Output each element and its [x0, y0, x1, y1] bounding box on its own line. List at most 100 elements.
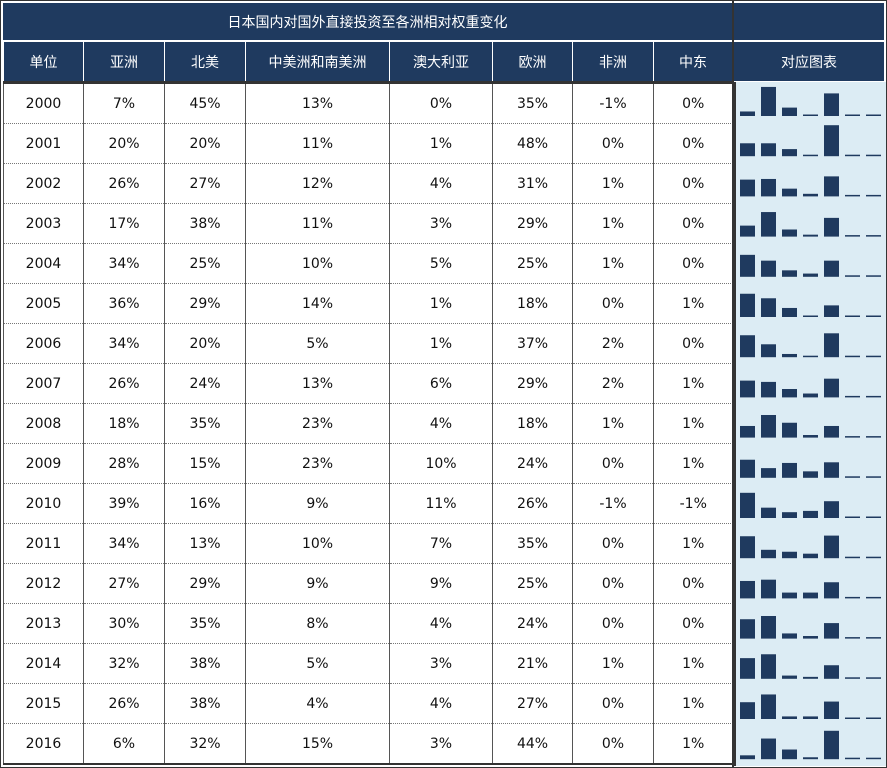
value-cell: 30%	[83, 603, 165, 644]
sparkline-bar-2004-4	[824, 260, 839, 277]
table-row: 2014 32% 38% 5% 3% 21% 1% 1%	[3, 643, 733, 684]
value-cell: 25%	[164, 243, 246, 284]
value-cell: 8%	[245, 603, 390, 644]
sparkline-bar-2000-2	[782, 107, 797, 116]
value-cell: -1%	[572, 483, 654, 524]
value-cell: 26%	[83, 683, 165, 724]
value-cell: 29%	[492, 363, 573, 404]
value-cell: 38%	[164, 683, 246, 724]
value-cell: 10%	[245, 243, 390, 284]
value-cell: 32%	[164, 723, 246, 765]
sparkline-bar-2002-6	[866, 194, 881, 197]
value-cell: 13%	[164, 523, 246, 564]
year-cell: 2014	[3, 643, 84, 684]
chart-column-header: 对应图表	[734, 42, 884, 81]
value-cell: 1%	[572, 403, 654, 444]
sparkline-bar-2006-3	[803, 355, 818, 358]
value-cell: 45%	[164, 81, 246, 124]
table-row: 2003 17% 38% 11% 3% 29% 1% 0%	[3, 203, 733, 244]
value-cell: 1%	[572, 643, 654, 684]
sparkline-bar-2004-5	[845, 275, 860, 277]
sparkline-bar-2006-6	[866, 355, 881, 358]
sparkline-bar-2008-0	[740, 425, 755, 438]
year-cell: 2006	[3, 323, 84, 364]
sparkline-bar-2010-3	[803, 510, 818, 518]
sparkline-bar-2003-0	[740, 225, 755, 237]
sparkline-bar-2002-0	[740, 179, 755, 197]
table-row: 2000 7% 45% 13% 0% 35% -1% 0%	[3, 81, 733, 124]
sparkline-bar-2016-0	[740, 755, 755, 760]
sparkline-bar-2009-1	[761, 468, 776, 478]
value-cell: 1%	[653, 283, 733, 324]
value-cell: 4%	[389, 603, 493, 644]
table-title: 日本国内对国外直接投资至各洲相对权重变化	[3, 3, 732, 40]
year-cell: 2009	[3, 443, 84, 484]
value-cell: -1%	[572, 81, 654, 124]
value-cell: 1%	[389, 323, 493, 364]
sparkline-bar-2003-2	[782, 229, 797, 237]
value-cell: 1%	[653, 723, 733, 765]
value-cell: 38%	[164, 643, 246, 684]
value-cell: 7%	[83, 81, 165, 124]
sparkline-bar-2004-0	[740, 254, 755, 277]
year-cell: 2016	[3, 723, 84, 765]
sparkline-bar-2014-6	[866, 677, 881, 679]
value-cell: 34%	[83, 323, 165, 364]
table-row: 2008 18% 35% 23% 4% 18% 1% 1%	[3, 403, 733, 444]
column-header-3: 中美洲和南美洲	[245, 42, 390, 83]
sparkline-bar-2013-0	[740, 619, 755, 639]
value-cell: 1%	[653, 643, 733, 684]
value-cell: 0%	[653, 323, 733, 364]
sparkline-bar-2007-1	[761, 381, 776, 398]
sparkline-bar-2010-1	[761, 507, 776, 518]
sparkline-bar-2005-0	[740, 293, 755, 317]
sparkline-bar-2001-0	[740, 143, 755, 157]
sparkline-bar-2003-6	[866, 235, 881, 237]
value-cell: 11%	[245, 203, 390, 244]
sparkline-bar-2008-6	[866, 436, 881, 438]
sparkline-bar-2005-1	[761, 298, 776, 317]
year-cell: 2000	[3, 81, 84, 124]
sparkline-bar-2003-3	[803, 234, 818, 237]
table-row: 2012 27% 29% 9% 9% 25% 0% 0%	[3, 563, 733, 604]
value-cell: 0%	[653, 603, 733, 644]
sparkline-bar-2006-4	[824, 333, 839, 358]
sparkline-bar-2016-3	[803, 757, 818, 760]
sparkline-bar-2008-5	[845, 436, 860, 438]
value-cell: 1%	[572, 243, 654, 284]
value-cell: -1%	[653, 483, 733, 524]
sparkline-bar-2009-2	[782, 462, 797, 478]
sparkline-bar-2010-0	[740, 492, 755, 518]
value-cell: 18%	[83, 403, 165, 444]
value-cell: 34%	[83, 243, 165, 284]
sparkline-bar-2007-4	[824, 378, 839, 398]
value-cell: 10%	[245, 523, 390, 564]
value-cell: 24%	[164, 363, 246, 404]
value-cell: 16%	[164, 483, 246, 524]
sparkline-bar-2000-1	[761, 86, 776, 116]
value-cell: 27%	[492, 683, 573, 724]
sparkline-bar-2015-5	[845, 717, 860, 719]
sparkline-bar-2009-6	[866, 476, 881, 478]
value-cell: 18%	[492, 403, 573, 444]
year-cell: 2007	[3, 363, 84, 404]
value-cell: 1%	[389, 283, 493, 324]
value-cell: 37%	[492, 323, 573, 364]
sparkline-bar-2001-2	[782, 149, 797, 157]
value-cell: 26%	[83, 163, 165, 204]
sparkline-bar-2015-2	[782, 716, 797, 719]
sparkline-bar-2012-1	[761, 579, 776, 599]
value-cell: 25%	[492, 563, 573, 604]
value-cell: 35%	[164, 403, 246, 444]
sparkline-bar-2004-6	[866, 275, 881, 277]
year-cell: 2004	[3, 243, 84, 284]
value-cell: 0%	[653, 203, 733, 244]
sparkline-bar-2011-2	[782, 551, 797, 559]
value-cell: 20%	[83, 123, 165, 164]
year-cell: 2015	[3, 683, 84, 724]
sparkline-bar-2005-4	[824, 305, 839, 317]
value-cell: 35%	[492, 81, 573, 124]
sparkline-bar-2007-0	[740, 380, 755, 398]
sparkline-bar-2015-4	[824, 701, 839, 719]
